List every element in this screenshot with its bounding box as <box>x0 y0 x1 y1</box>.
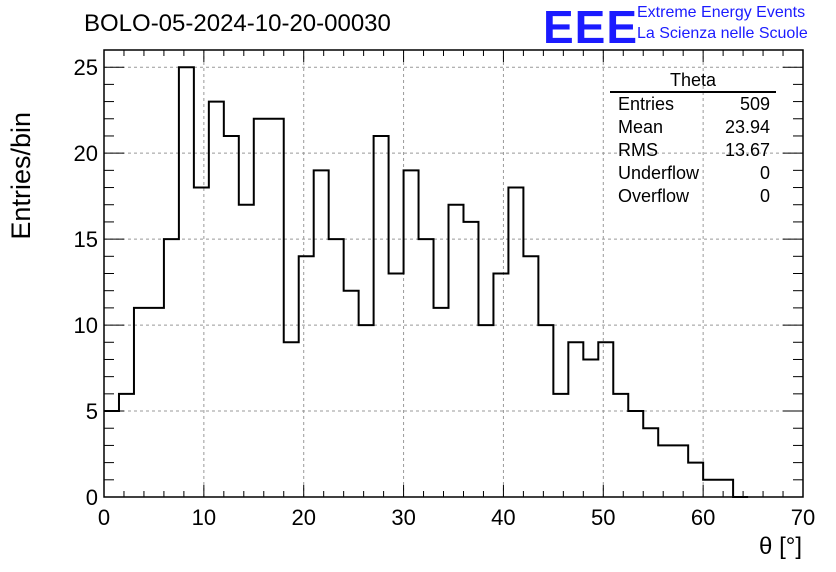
org-name: Extreme Energy Events <box>637 4 806 21</box>
stats-row: RMS 13.67 <box>610 139 776 162</box>
histogram-line <box>104 66 749 498</box>
y-tick-label: 15 <box>74 227 98 252</box>
x-tick-label: 0 <box>98 505 110 530</box>
stats-value: 23.94 <box>724 117 770 137</box>
stats-value: 0 <box>759 163 770 183</box>
x-tick-label: 50 <box>591 505 615 530</box>
y-tick-label: 20 <box>74 141 98 166</box>
stats-row: Entries 509 <box>610 93 776 116</box>
x-tick-label: 10 <box>192 505 216 530</box>
stats-row: Mean 23.94 <box>610 116 776 139</box>
x-tick-label: 70 <box>791 505 815 530</box>
x-tick-label: 20 <box>291 505 315 530</box>
stats-row: Overflow 0 <box>610 185 776 208</box>
y-tick-label: 10 <box>74 313 98 338</box>
y-tick-label: 25 <box>74 55 98 80</box>
eee-logo: EEE <box>543 1 639 53</box>
stats-value: 13.67 <box>724 140 770 160</box>
stats-label: Overflow <box>618 186 690 206</box>
x-tick-label: 40 <box>491 505 515 530</box>
stats-box: Theta Entries 509 Mean 23.94 RMS 13.67 Unde… <box>610 70 776 208</box>
x-tick-label: 60 <box>691 505 715 530</box>
x-axis-label: θ [°] <box>759 533 802 560</box>
y-tick-label: 0 <box>86 485 98 510</box>
stats-label: Underflow <box>618 163 700 183</box>
y-tick-label: 5 <box>86 399 98 424</box>
stats-title: Theta <box>610 70 776 93</box>
stats-label: Entries <box>618 94 675 114</box>
org-subtitle: La Scienza nelle Scuole <box>637 25 808 42</box>
chart-title: BOLO-05-2024-10-20-00030 <box>84 10 391 37</box>
x-tick-label: 30 <box>391 505 415 530</box>
stats-label: Mean <box>618 117 664 137</box>
stats-label: RMS <box>618 140 658 160</box>
stats-row: Underflow 0 <box>610 162 776 185</box>
stats-value: 509 <box>739 94 770 114</box>
stats-value: 0 <box>759 186 770 206</box>
y-axis-label: Entries/bin <box>6 112 36 240</box>
